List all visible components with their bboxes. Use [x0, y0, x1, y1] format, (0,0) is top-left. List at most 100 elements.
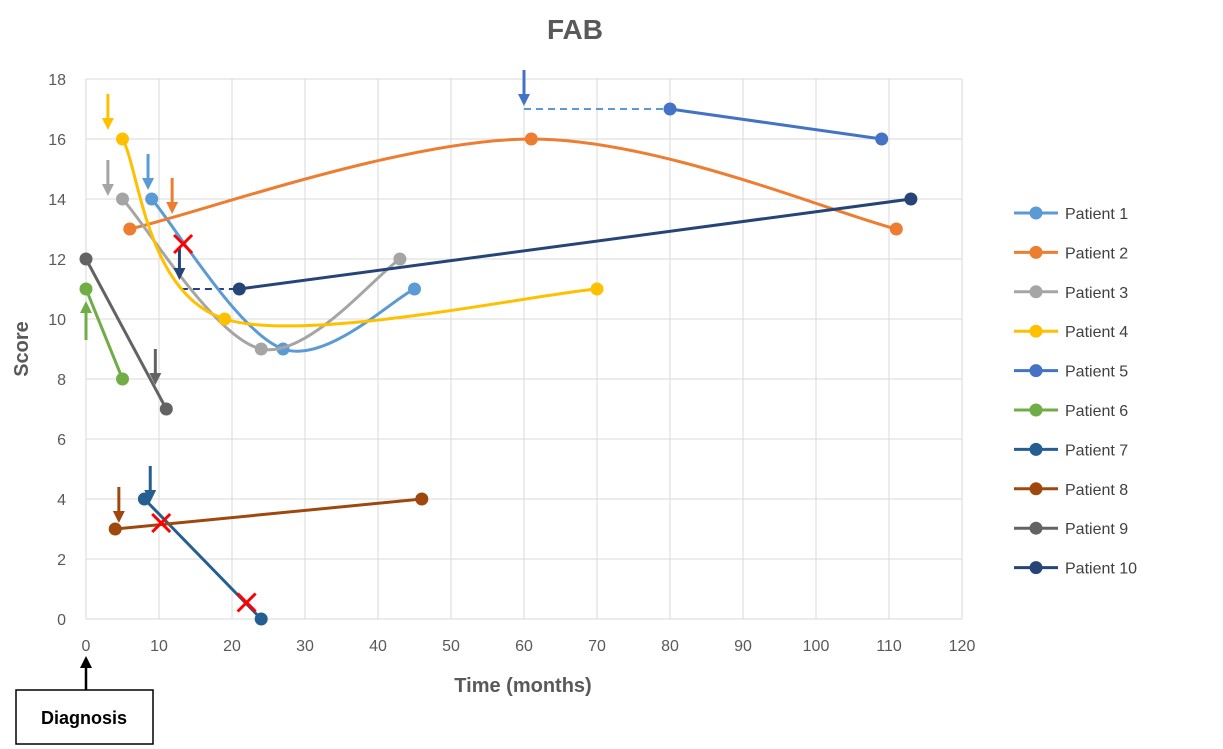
- y-tick-label: 14: [48, 192, 66, 209]
- cross-stroke: [173, 233, 194, 255]
- legend-item: Patient 3: [1014, 285, 1128, 302]
- x-axis-title: Time (months): [454, 675, 591, 697]
- x-tick-label: 120: [949, 638, 976, 655]
- legend: Patient 1 Patient 2 Patient 3 Patient 4 Pati…: [1014, 206, 1137, 578]
- y-tick-label: 0: [57, 612, 66, 629]
- data-point: [875, 132, 889, 146]
- intervention-arrow: [166, 178, 179, 214]
- legend-item: Patient 7: [1014, 442, 1128, 459]
- x-axis-ticks: 0 10 20 30 40 50 60 70 80 90 100 110 120: [82, 638, 976, 655]
- series-6: [79, 282, 129, 386]
- arrow-head: [144, 490, 157, 502]
- intervention-arrow: [144, 466, 157, 502]
- arrow-head: [173, 268, 186, 280]
- arrow-head: [101, 118, 114, 130]
- diagnosis-box: [15, 689, 154, 745]
- intervention-arrow: [80, 301, 92, 340]
- series-line: [84, 288, 124, 380]
- intervention-arrow: [101, 94, 114, 130]
- legend-marker: [1029, 206, 1043, 220]
- legend-marker: [1029, 324, 1043, 338]
- data-point: [590, 282, 604, 296]
- data-point: [415, 492, 429, 506]
- cross-markers: [151, 233, 257, 613]
- legend-label: Patient 1: [1065, 206, 1128, 223]
- arrow-head: [142, 178, 155, 190]
- series-10: [232, 192, 918, 296]
- intervention-arrow: [173, 247, 186, 280]
- data-point: [524, 132, 538, 146]
- series-5: [663, 102, 889, 146]
- y-tick-label: 2: [57, 552, 66, 569]
- data-point: [123, 222, 137, 236]
- legend-marker: [1029, 442, 1043, 456]
- x-tick-label: 40: [369, 638, 387, 655]
- legend-marker: [1029, 245, 1043, 259]
- cross-marker: [236, 592, 257, 613]
- arrow-head: [112, 511, 125, 523]
- legend-label: Patient 3: [1065, 285, 1128, 302]
- legend-item: Patient 5: [1014, 364, 1128, 381]
- arrow-head: [166, 202, 179, 214]
- cross-stroke: [236, 592, 257, 613]
- intervention-arrow: [142, 154, 155, 190]
- legend-item: Patient 9: [1014, 521, 1128, 538]
- data-point: [393, 252, 407, 266]
- intervention-arrows: [80, 70, 530, 523]
- x-tick-label: 90: [734, 638, 752, 655]
- cross-stroke: [151, 512, 172, 534]
- x-tick-label: 60: [515, 638, 533, 655]
- legend-marker: [1029, 561, 1043, 575]
- y-axis-ticks: 0 2 4 6 8 10 12 14 16 18: [48, 72, 66, 629]
- y-axis-title: Score: [11, 321, 33, 377]
- y-tick-label: 10: [48, 312, 66, 329]
- x-tick-label: 10: [150, 638, 168, 655]
- gridlines: [85, 78, 963, 620]
- diagnosis-arrow-head: [80, 656, 92, 668]
- chart-title: FAB: [547, 14, 603, 45]
- intervention-arrow: [149, 349, 162, 385]
- legend-label: Patient 4: [1065, 324, 1128, 341]
- dashed-connectors: [180, 108, 670, 290]
- x-tick-label: 50: [442, 638, 460, 655]
- intervention-arrow: [518, 70, 530, 106]
- legend-label: Patient 8: [1065, 482, 1128, 499]
- data-point: [116, 372, 129, 386]
- legend-label: Patient 2: [1065, 245, 1128, 262]
- x-tick-label: 80: [661, 638, 679, 655]
- data-point: [663, 102, 677, 116]
- y-tick-label: 4: [57, 492, 66, 509]
- diagnosis-annotation: Diagnosis: [15, 656, 154, 745]
- legend-label: Patient 6: [1065, 403, 1128, 420]
- data-point: [254, 342, 268, 356]
- legend-label: Patient 5: [1065, 364, 1128, 381]
- y-tick-label: 6: [57, 432, 66, 449]
- y-tick-label: 8: [57, 372, 66, 389]
- x-tick-label: 70: [588, 638, 606, 655]
- legend-item: Patient 10: [1014, 561, 1137, 578]
- series-line: [121, 138, 598, 328]
- data-point: [116, 192, 129, 206]
- arrow-head: [80, 301, 92, 313]
- data-point: [904, 192, 918, 206]
- series-3: [116, 192, 407, 356]
- legend-label: Patient 9: [1065, 521, 1128, 538]
- legend-marker: [1029, 521, 1043, 535]
- series-line: [669, 107, 882, 141]
- y-tick-label: 16: [48, 132, 66, 149]
- data-point: [254, 612, 268, 626]
- series-4: [116, 132, 604, 328]
- data-point: [108, 522, 122, 536]
- arrow-head: [149, 373, 162, 385]
- data-point: [159, 402, 173, 416]
- legend-marker: [1029, 403, 1043, 417]
- data-point: [79, 282, 93, 296]
- x-tick-label: 110: [876, 638, 902, 655]
- legend-marker: [1029, 482, 1043, 496]
- legend-item: Patient 8: [1014, 482, 1128, 499]
- legend-label: Patient 10: [1065, 561, 1137, 578]
- series-lines: [79, 102, 918, 626]
- legend-item: Patient 1: [1014, 206, 1128, 223]
- data-point: [232, 282, 246, 296]
